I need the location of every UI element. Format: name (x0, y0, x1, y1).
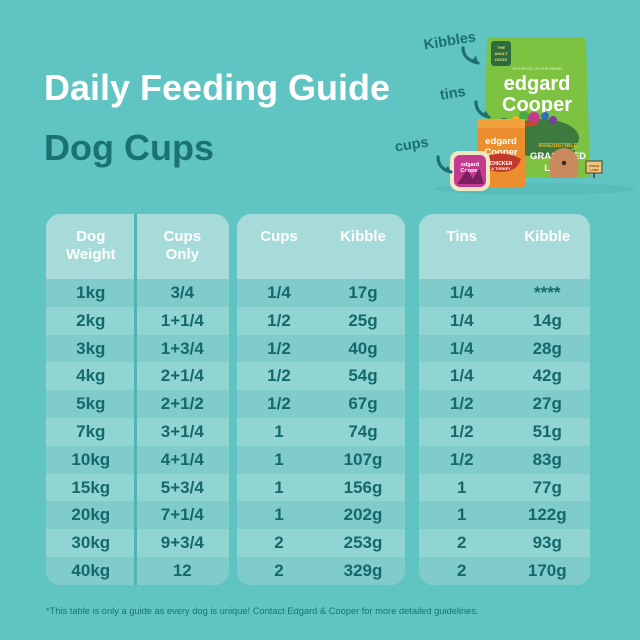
svg-text:THE: THE (497, 45, 505, 50)
svg-text:Kibbles: Kibbles (423, 29, 477, 53)
svg-text:tins: tins (439, 84, 467, 104)
svg-text:ADULT: ADULT (494, 51, 508, 56)
svg-text:ON THE GO, ON THE GRASS: ON THE GO, ON THE GRASS (512, 67, 562, 71)
svg-text:IRRESISTIBLE: IRRESISTIBLE (538, 143, 577, 149)
svg-text:cups: cups (394, 134, 430, 155)
svg-text:edgard: edgard (504, 73, 571, 95)
svg-text:edgard: edgard (485, 136, 517, 147)
svg-text:Cooper: Cooper (502, 94, 572, 116)
svg-text:DOGS: DOGS (495, 57, 507, 62)
svg-text:& TURKEY: & TURKEY (491, 167, 511, 171)
svg-text:LAMB: LAMB (590, 168, 600, 172)
